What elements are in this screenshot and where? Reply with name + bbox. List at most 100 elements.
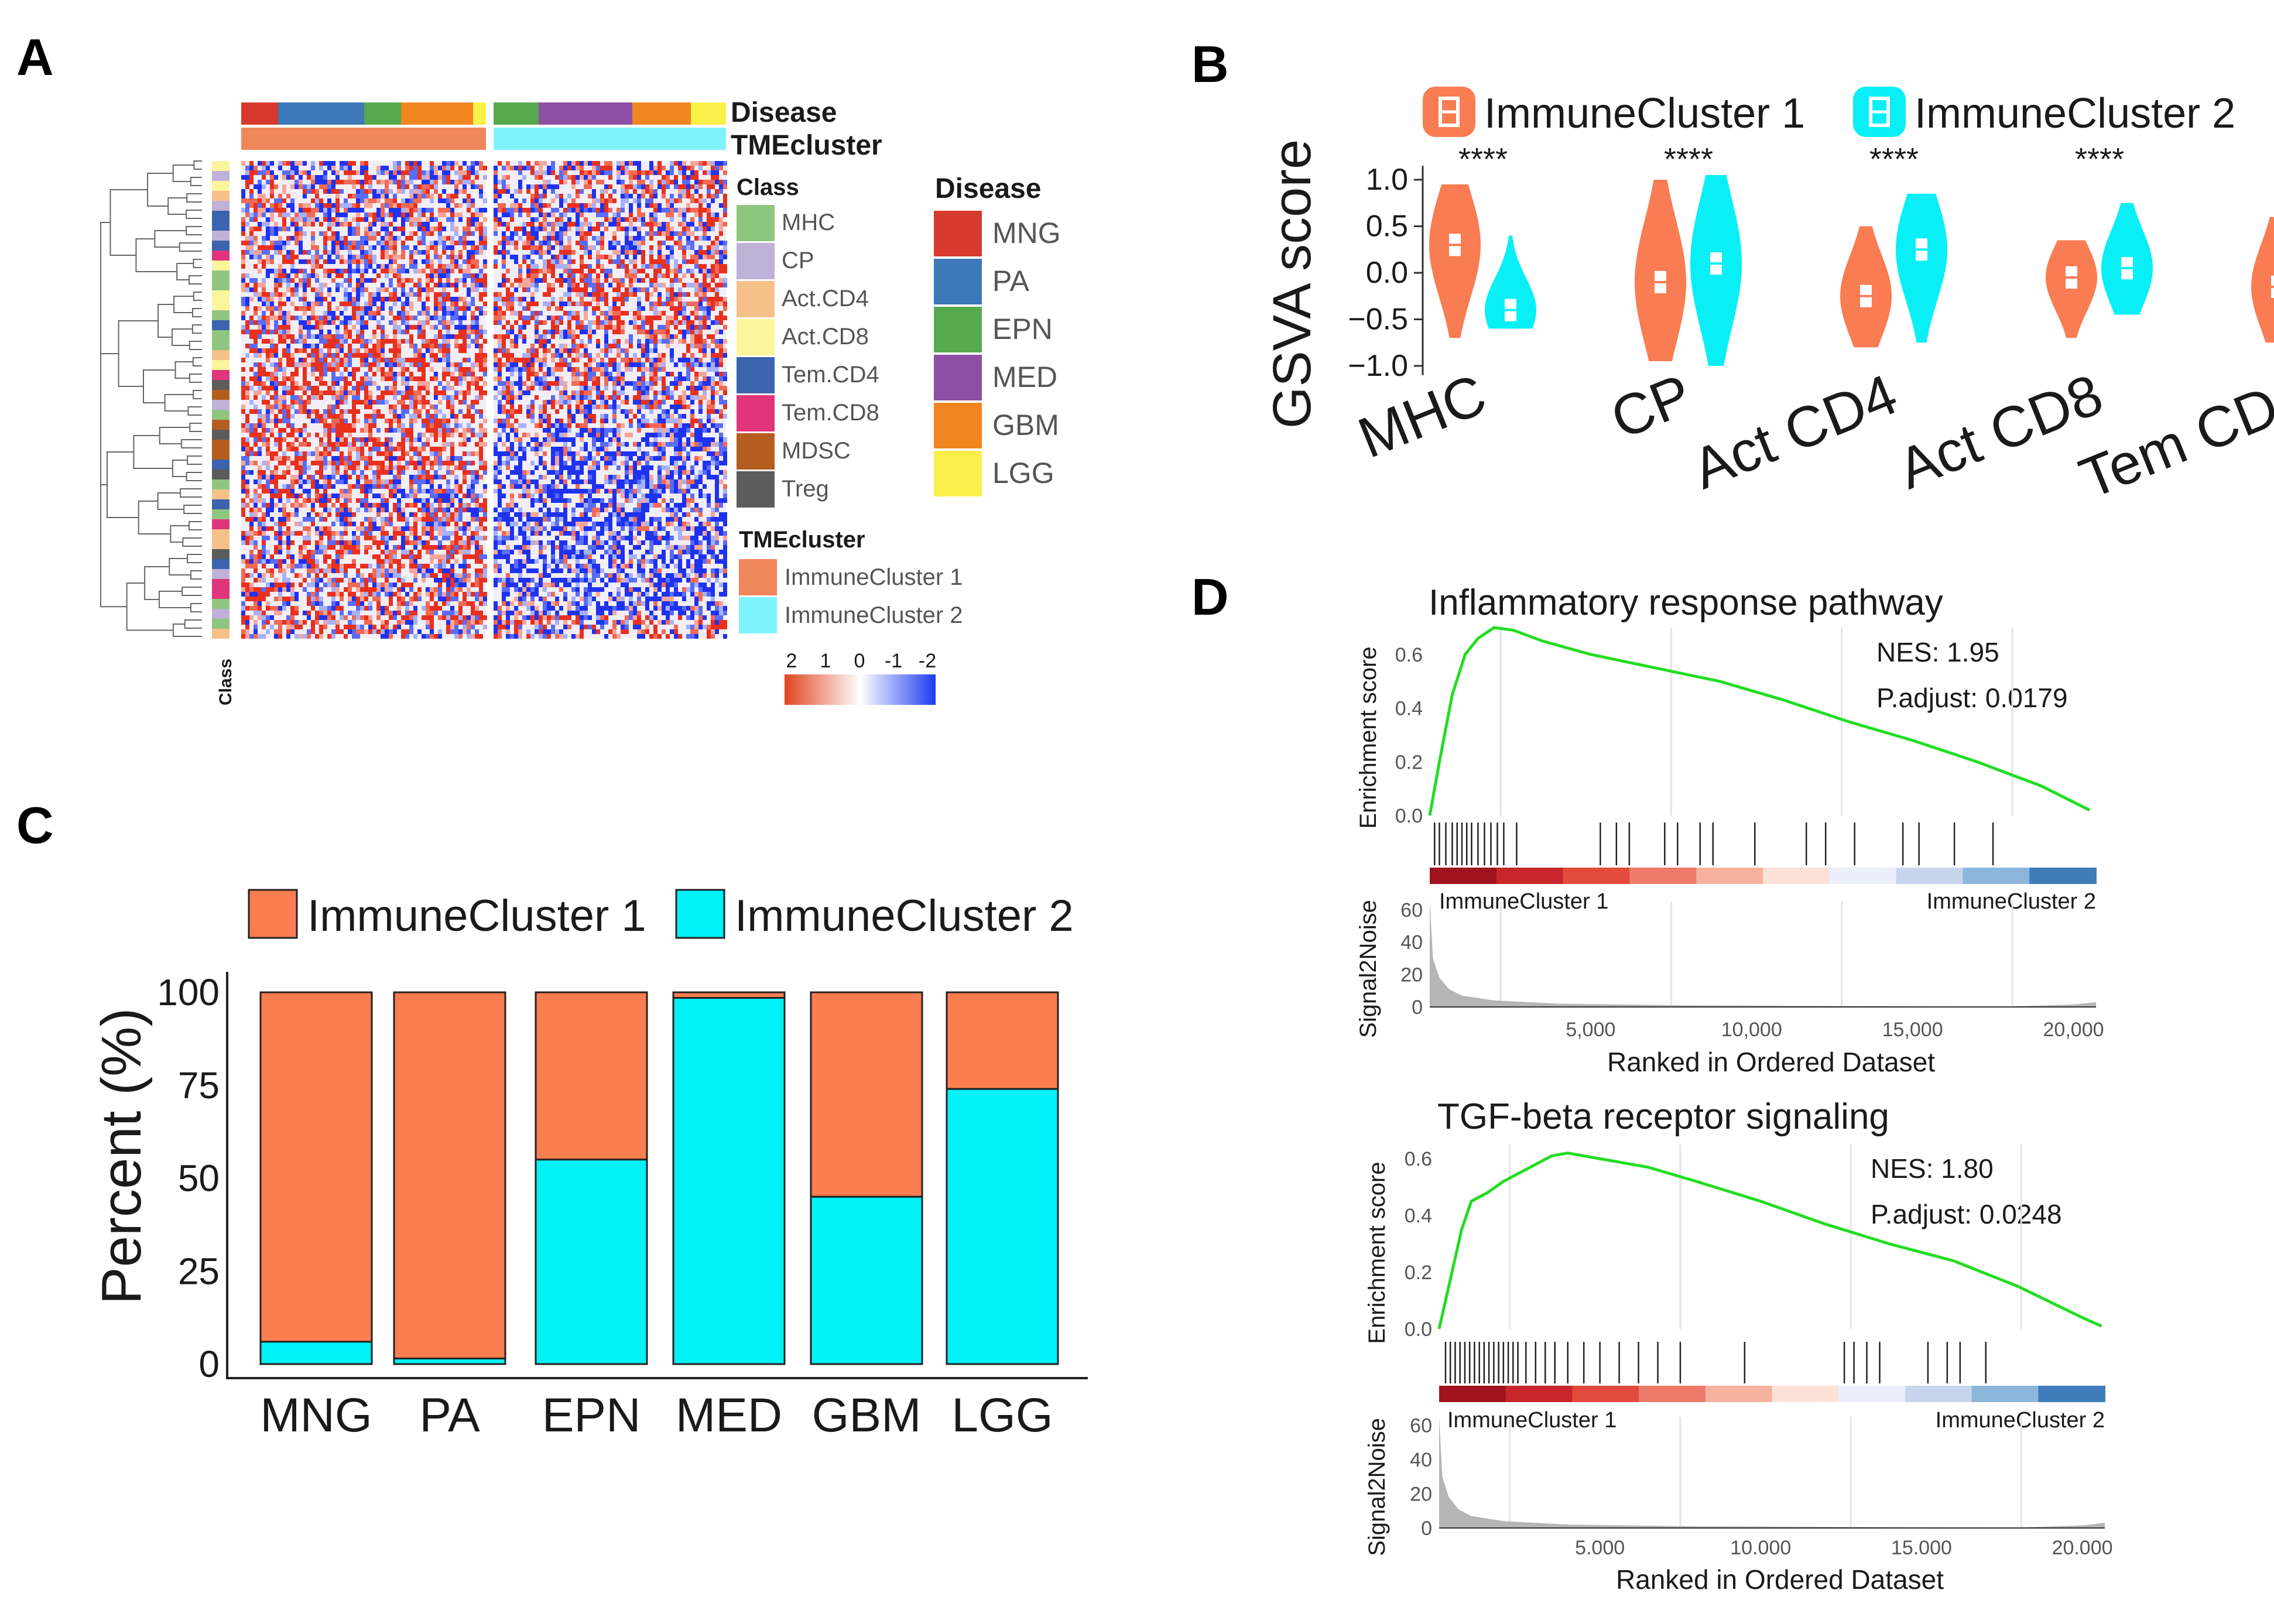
heatmap-cell <box>723 203 727 208</box>
heatmap-cell <box>707 451 711 456</box>
heatmap-cell <box>657 208 662 213</box>
heatmap-cell <box>290 381 294 386</box>
heatmap-cell <box>535 170 539 175</box>
heatmap-cell <box>401 447 405 451</box>
heatmap-cell <box>315 203 319 208</box>
heatmap-cell <box>409 325 413 330</box>
heatmap-cell <box>409 161 413 166</box>
heatmap-cell <box>670 194 674 198</box>
heatmap-cell <box>600 400 604 405</box>
heatmap-cell <box>662 433 666 437</box>
heatmap-cell <box>446 236 450 241</box>
heatmap-cell <box>475 273 479 278</box>
heatmap-cell <box>413 250 417 255</box>
heatmap-cell <box>286 344 290 348</box>
heatmap-cell <box>331 320 335 325</box>
heatmap-cell <box>506 287 510 292</box>
heatmap-cell <box>417 311 422 316</box>
heatmap-cell <box>604 208 608 213</box>
heatmap-cell <box>413 203 417 208</box>
heatmap-cell <box>372 198 376 203</box>
heatmap-cell <box>576 203 580 208</box>
heatmap-cell <box>274 423 278 428</box>
dendrogram-branch <box>173 296 194 313</box>
heatmap-cell <box>368 316 372 320</box>
heatmap-cell <box>294 287 299 292</box>
heatmap-cell <box>641 419 645 423</box>
heatmap-cell <box>563 269 567 273</box>
heatmap-cell <box>479 278 483 283</box>
heatmap-cell <box>498 348 502 353</box>
heatmap-cell <box>245 320 249 325</box>
panel-label-c: C <box>16 796 54 854</box>
heatmap-cell <box>417 170 422 175</box>
heatmap-cell <box>467 358 471 362</box>
heatmap-cell <box>303 367 307 372</box>
heatmap-cell <box>596 395 600 400</box>
heatmap-cell <box>422 227 426 231</box>
heatmap-cell <box>270 194 274 198</box>
heatmap-cell <box>434 273 438 278</box>
heatmap-cell <box>422 442 426 447</box>
heatmap-cell <box>327 301 331 306</box>
heatmap-cell <box>584 409 588 414</box>
heatmap-cell <box>311 255 315 259</box>
heatmap-cell <box>262 236 266 241</box>
heatmap-cell <box>372 194 376 198</box>
heatmap-cell <box>282 451 286 456</box>
heatmap-cell <box>278 236 282 241</box>
heatmap-cell <box>360 184 364 189</box>
heatmap-cell <box>385 297 389 301</box>
heatmap-cell <box>526 269 530 273</box>
heatmap-cell <box>450 264 454 269</box>
heatmap-cell <box>471 376 475 381</box>
heatmap-cell <box>327 433 331 437</box>
heatmap-cell <box>446 269 450 273</box>
heatmap-cell <box>340 428 344 433</box>
heatmap-cell <box>494 222 498 227</box>
heatmap-cell <box>364 231 368 236</box>
heatmap-cell <box>670 428 674 433</box>
heatmap-cell <box>303 269 307 273</box>
heatmap-cell <box>506 213 510 217</box>
heatmap-cell <box>397 390 401 395</box>
heatmap-cell <box>413 217 417 222</box>
heatmap-cell <box>662 175 666 180</box>
heatmap-cell <box>543 381 547 386</box>
heatmap-cell <box>707 442 711 447</box>
heatmap-cell <box>526 245 530 250</box>
heatmap-cell <box>430 367 434 372</box>
heatmap-cell <box>514 419 518 423</box>
heatmap-cell <box>262 348 266 353</box>
heatmap-cell <box>682 334 686 339</box>
heatmap-cell <box>621 400 625 405</box>
heatmap-cell <box>584 456 588 461</box>
heatmap-cell <box>592 330 596 334</box>
heatmap-cell <box>442 372 446 376</box>
heatmap-cell <box>311 180 315 184</box>
heatmap-cell <box>422 180 426 184</box>
heatmap-cell <box>356 198 360 203</box>
heatmap-cell <box>567 316 571 320</box>
heatmap-cell <box>657 414 662 419</box>
heatmap-cell <box>422 306 426 311</box>
heatmap-cell <box>588 264 592 269</box>
heatmap-cell <box>327 437 331 442</box>
heatmap-cell <box>483 217 487 222</box>
heatmap-cell <box>471 414 475 419</box>
heatmap-cell <box>303 184 307 189</box>
heatmap-cell <box>360 344 364 348</box>
heatmap-cell <box>498 390 502 395</box>
class-annotation-cell <box>212 241 230 251</box>
heatmap-cell <box>307 306 311 311</box>
heatmap-cell <box>641 255 645 259</box>
heatmap-cell <box>498 316 502 320</box>
heatmap-cell <box>352 301 356 306</box>
heatmap-cell <box>617 433 621 437</box>
heatmap-cell <box>360 269 364 273</box>
heatmap-cell <box>422 447 426 451</box>
heatmap-cell <box>711 184 715 189</box>
heatmap-cell <box>670 395 674 400</box>
heatmap-cell <box>649 306 653 311</box>
heatmap-cell <box>446 161 450 166</box>
